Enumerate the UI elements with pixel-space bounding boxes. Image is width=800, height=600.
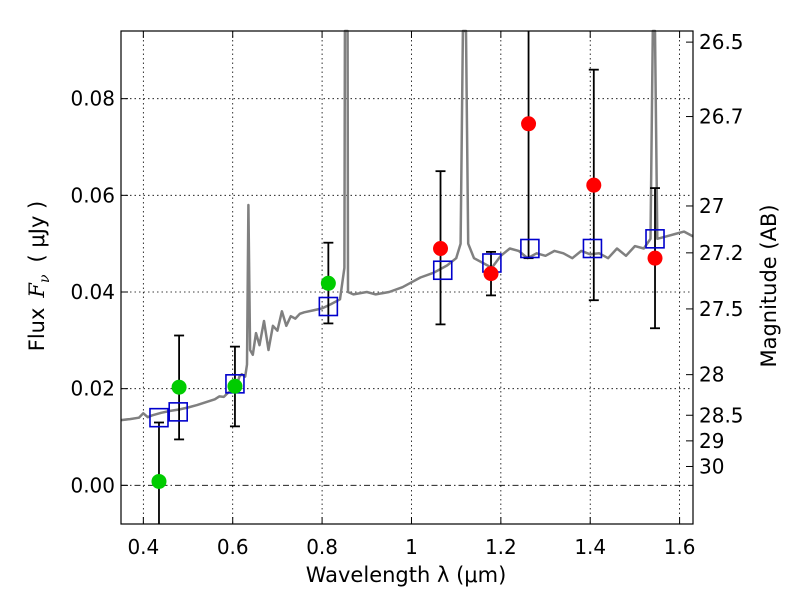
y-tick-label: 0.00	[70, 473, 115, 497]
x-tick-label: 0.6	[217, 535, 249, 559]
y2-tick-label: 27.5	[699, 297, 744, 321]
red-data-point	[433, 241, 449, 256]
red-data-point	[521, 116, 537, 132]
y2-tick-label: 26.7	[699, 105, 744, 129]
model-point	[168, 402, 188, 422]
x-axis-ticks: 0.4 0.6 0.8 1 1.2 1.4 1.6	[127, 31, 696, 559]
x-tick-label: 0.4	[127, 535, 159, 559]
y-tick-label: 0.08	[70, 87, 115, 111]
model-point	[149, 407, 169, 428]
plot-frame	[120, 30, 694, 525]
y-axis-label-symbol: F	[25, 282, 49, 299]
y2-axis-label: Magnitude (AB)	[757, 204, 781, 367]
x-axis-label: Wavelength λ (μm)	[306, 563, 507, 587]
green-data-point	[151, 473, 167, 489]
red-data-point	[647, 250, 663, 266]
y2-tick-label: 28.5	[699, 403, 744, 427]
green-data-point	[227, 378, 243, 394]
y2-tick-label: 30	[699, 454, 724, 478]
x-tick-label: 1	[405, 535, 418, 559]
red-data-point	[483, 266, 499, 282]
model-point	[645, 229, 665, 249]
y-tick-label: 0.02	[70, 377, 115, 401]
x-tick-label: 1.2	[485, 535, 517, 559]
green-data-point	[171, 379, 187, 395]
x-tick-label: 0.8	[306, 535, 338, 559]
y2-tick-label: 27	[699, 194, 724, 218]
y-axis-ticks: 0.00 0.02 0.04 0.06 0.08	[70, 87, 128, 497]
y-axis-label-subscript: ν	[37, 274, 53, 283]
model-point	[582, 238, 603, 259]
x-tick-label: 1.4	[574, 535, 606, 559]
model-point	[318, 296, 339, 317]
y-tick-label: 0.04	[70, 280, 115, 304]
y-axis-label-units: ( μJy )	[25, 201, 49, 263]
y2-tick-label: 27.2	[699, 241, 744, 265]
y2-tick-label: 29	[699, 429, 724, 453]
green-data-point	[320, 275, 336, 291]
red-data-point	[586, 177, 602, 193]
grid-layer	[121, 31, 693, 524]
model-point	[520, 238, 540, 259]
model-point	[432, 260, 453, 281]
x-tick-label: 1.6	[664, 535, 696, 559]
y-tick-label: 0.06	[70, 183, 115, 207]
data-point-layer	[151, 116, 663, 489]
y-axis-label-prefix: Flux	[25, 308, 49, 352]
y2-tick-label: 28	[699, 363, 724, 387]
y2-tick-label: 26.5	[699, 30, 744, 54]
y-axis-label: Flux Fν ( μJy )	[25, 201, 53, 351]
